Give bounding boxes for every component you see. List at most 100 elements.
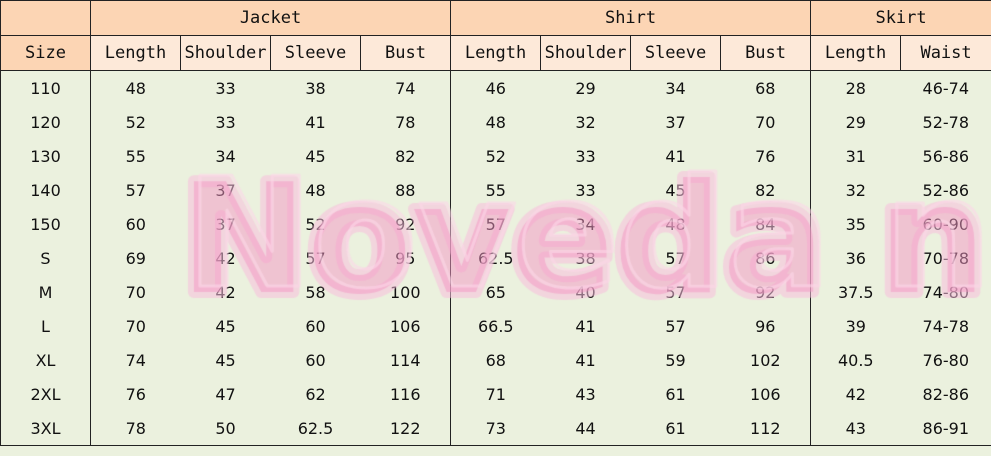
table-cell: 55 bbox=[450, 173, 541, 207]
table-cell: 84 bbox=[720, 207, 812, 241]
table-cell: 150 bbox=[0, 207, 91, 241]
table-cell: 41 bbox=[665, 146, 686, 166]
table-cell: 42 bbox=[215, 248, 236, 268]
table-cell: 33 bbox=[215, 78, 236, 98]
table-cell: 56-86 bbox=[900, 139, 991, 173]
table-cell: 116 bbox=[360, 377, 452, 411]
table-cell: 61 bbox=[630, 411, 721, 446]
table-cell: 66.5 bbox=[450, 309, 541, 343]
table-cell: 41 bbox=[305, 112, 326, 132]
table-cell: 31 bbox=[810, 139, 901, 173]
table-cell: 62 bbox=[305, 384, 326, 404]
table-cell: 52-78 bbox=[900, 105, 991, 139]
group-header-blank bbox=[0, 0, 91, 36]
table-cell: 35 bbox=[810, 207, 901, 241]
table-row: 3XL 78 50 62.5 122 73 44 61 112 43 86-91 bbox=[0, 411, 991, 446]
column-header-length: Length bbox=[810, 35, 902, 71]
table-cell: 82 bbox=[360, 139, 452, 173]
column-header-waist: Waist bbox=[900, 35, 991, 71]
table-cell: 42 bbox=[215, 282, 236, 302]
column-header-sleeve: Sleeve bbox=[630, 35, 722, 71]
table-cell: 74-80 bbox=[900, 275, 991, 309]
table-cell: 33 bbox=[575, 180, 596, 200]
table-cell: XL bbox=[0, 343, 91, 377]
table-cell: 37 bbox=[215, 214, 236, 234]
column-header-bust: Bust bbox=[720, 35, 812, 71]
table-cell: 48 bbox=[305, 180, 326, 200]
table-cell: 106 bbox=[720, 377, 812, 411]
table-cell: 33 bbox=[575, 146, 596, 166]
column-header-shoulder: Shoulder bbox=[180, 35, 271, 71]
table-cell: 76-80 bbox=[900, 343, 991, 377]
table-cell: 86-91 bbox=[900, 411, 991, 446]
table-cell: 40.5 bbox=[810, 343, 901, 377]
table-cell: 40 bbox=[575, 282, 596, 302]
table-cell: 70 bbox=[720, 105, 812, 139]
table-cell: 92 bbox=[720, 275, 812, 309]
table-cell: 52 bbox=[305, 214, 326, 234]
table-cell: 57 bbox=[305, 248, 326, 268]
table-cell: 48 bbox=[450, 105, 541, 139]
column-header-size: Size bbox=[0, 35, 91, 71]
table-row: XL 74 45 60 114 68 41 59 102 40.5 76-80 bbox=[0, 343, 991, 377]
table-cell: 86 bbox=[720, 241, 812, 275]
table-cell: 44 bbox=[540, 411, 631, 446]
table-cell: 82-86 bbox=[900, 377, 991, 411]
table-cell: 100 bbox=[360, 275, 452, 309]
table-cell: 32 bbox=[575, 112, 596, 132]
table-cell: 29 bbox=[810, 105, 901, 139]
table-cell: M bbox=[0, 275, 91, 309]
table-cell: 69 bbox=[90, 241, 181, 275]
table-cell: 78 bbox=[360, 105, 452, 139]
group-header-row: Jacket Shirt Skirt bbox=[0, 0, 991, 36]
table-row: M 70 42 58 100 65 40 57 92 37.5 74-80 bbox=[0, 275, 991, 309]
table-cell: 45 bbox=[215, 316, 236, 336]
group-header-skirt: Skirt bbox=[810, 0, 991, 36]
table-cell: 70-78 bbox=[900, 241, 991, 275]
column-header-length: Length bbox=[450, 35, 542, 71]
column-header-length: Length bbox=[90, 35, 181, 71]
table-cell: 57 bbox=[450, 207, 541, 241]
table-cell: 59 bbox=[665, 350, 686, 370]
table-row: S 69 42 57 95 62.5 38 57 86 36 70-78 bbox=[0, 241, 991, 275]
table-cell: 57 bbox=[665, 316, 686, 336]
table-cell: 74-78 bbox=[900, 309, 991, 343]
table-cell: 62.5 bbox=[450, 241, 541, 275]
table-cell: 28 bbox=[810, 70, 901, 105]
table-cell: 34 bbox=[575, 214, 596, 234]
table-cell: 112 bbox=[720, 411, 812, 446]
table-cell: 29 bbox=[575, 78, 596, 98]
table-cell: 95 bbox=[360, 241, 452, 275]
column-header-bust: Bust bbox=[359, 35, 452, 71]
column-header-shoulder: Shoulder bbox=[540, 35, 632, 71]
table-cell: 41 bbox=[575, 350, 596, 370]
table-cell: 73 bbox=[450, 411, 541, 446]
table-cell: 74 bbox=[90, 343, 181, 377]
table-cell: 114 bbox=[360, 343, 452, 377]
table-cell: S bbox=[0, 241, 91, 275]
table-cell: 41 bbox=[575, 316, 596, 336]
table-cell: 68 bbox=[720, 70, 812, 105]
size-table: Jacket Shirt Skirt Size Length Shoulder Sleev… bbox=[0, 0, 991, 446]
table-row: 2XL 76 47 62 116 71 43 61 106 42 82-86 bbox=[0, 377, 991, 411]
table-row: 150 60 37 52 92 57 34 48 84 35 60-90 bbox=[0, 207, 991, 241]
table-cell: 130 bbox=[0, 139, 91, 173]
table-cell: 42 bbox=[810, 377, 901, 411]
table-cell: 106 bbox=[360, 309, 452, 343]
table-cell: 60 bbox=[90, 207, 181, 241]
table-cell: 38 bbox=[305, 78, 326, 98]
table-cell: 39 bbox=[810, 309, 901, 343]
table-cell: 88 bbox=[360, 173, 452, 207]
table-cell: 48 bbox=[665, 214, 686, 234]
table-cell: 60 bbox=[305, 350, 326, 370]
table-cell: 76 bbox=[720, 139, 812, 173]
table-cell: 96 bbox=[720, 309, 812, 343]
table-cell: 57 bbox=[665, 282, 686, 302]
table-row: 140 57 37 48 88 55 33 45 82 32 52-86 bbox=[0, 173, 991, 207]
table-cell: 37.5 bbox=[810, 275, 901, 309]
table-cell: 46 bbox=[450, 70, 541, 105]
table-cell: 38 bbox=[575, 248, 596, 268]
table-cell: 34 bbox=[215, 146, 236, 166]
table-cell: 48 bbox=[90, 70, 181, 105]
